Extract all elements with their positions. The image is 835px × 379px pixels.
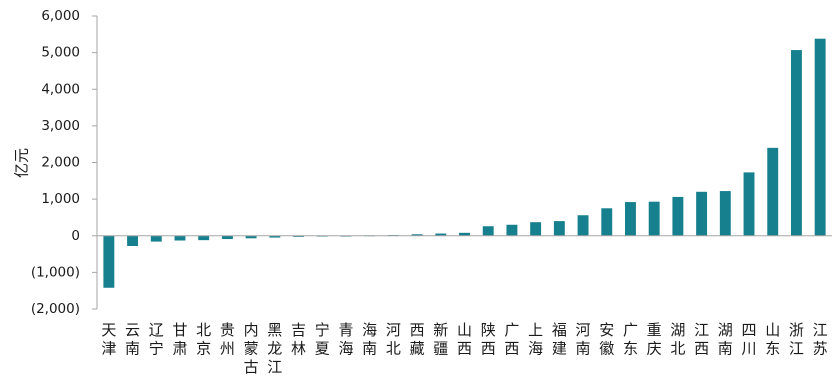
y-tick-label: 5,000 [41, 45, 80, 61]
y-tick-label: 3,000 [41, 118, 80, 134]
bar-江苏 [814, 38, 826, 236]
x-axis: 天津云南辽宁甘肃北京贵州内蒙古黑龙江吉林宁夏青海海南河北西藏新疆山西陕西广西上海… [97, 235, 832, 376]
bar-贵州 [221, 235, 233, 240]
x-tick-label: 重庆 [647, 321, 662, 358]
bar-云南 [127, 235, 139, 246]
x-tick-label: 河北 [386, 321, 401, 358]
bar-辽宁 [150, 235, 162, 242]
x-tick-label: 山东 [765, 321, 780, 358]
x-tick-label: 辽宁 [149, 321, 164, 358]
x-tick-label: 黑龙江 [267, 321, 282, 376]
bar-黑龙江 [269, 235, 281, 238]
x-tick-label: 湖北 [670, 321, 685, 358]
x-tick-label: 贵州 [220, 321, 235, 358]
bar-重庆 [648, 201, 660, 236]
bar-安徽 [601, 208, 613, 236]
x-tick-label: 福建 [552, 321, 567, 358]
bar-湖南 [719, 191, 731, 236]
x-tick-label: 四川 [742, 321, 757, 358]
bar-四川 [743, 172, 755, 236]
x-tick-label: 西藏 [410, 321, 425, 358]
x-tick-label: 青海 [338, 321, 353, 358]
x-tick-label: 上海 [528, 321, 543, 358]
bar-新疆 [435, 233, 447, 236]
bar-浙江 [790, 50, 802, 236]
y-axis: 6,000 5,000 4,000 3,000 2,000 1,000 0 (1,000) (2… [31, 8, 98, 317]
bar-吉林 [293, 235, 304, 237]
bar-山西 [459, 232, 470, 236]
x-tick-label: 甘肃 [172, 321, 187, 358]
x-tick-label: 内蒙古 [244, 321, 259, 376]
bar-江西 [696, 191, 708, 236]
bar-北京 [198, 235, 210, 241]
x-tick-label: 陕西 [481, 321, 496, 358]
y-tick-label: 6,000 [41, 8, 80, 24]
x-tick-label: 广东 [623, 321, 638, 358]
bar-河南 [577, 215, 589, 236]
x-tick-label: 广西 [504, 321, 519, 358]
x-tick-label: 湖南 [718, 321, 733, 358]
x-tick-label: 江苏 [813, 321, 828, 358]
bar-广东 [625, 202, 636, 236]
bar-山东 [767, 147, 779, 236]
bar-天津 [103, 235, 115, 288]
x-tick-label: 海南 [362, 321, 377, 358]
y-tick-label: 4,000 [41, 81, 80, 97]
x-tick-label: 北京 [196, 321, 211, 358]
bar-福建 [553, 221, 565, 236]
x-tick-label: 河南 [576, 321, 591, 358]
bar-上海 [530, 222, 542, 236]
y-axis-label: 亿元 [13, 148, 31, 178]
y-tick-label: 0 [71, 228, 80, 244]
x-tick-label: 新疆 [433, 321, 448, 358]
x-tick-label: 浙江 [789, 321, 804, 358]
bar-湖北 [672, 196, 684, 236]
bar-内蒙古 [245, 235, 257, 239]
x-tick-label: 山西 [457, 321, 472, 358]
y-tick-label: 1,000 [41, 191, 80, 207]
bars [103, 38, 826, 288]
x-tick-label: 天津 [101, 321, 116, 358]
bar-西藏 [411, 234, 423, 236]
x-tick-label: 安徽 [599, 321, 614, 358]
bar-广西 [506, 224, 518, 236]
y-tick-label: (1,000) [31, 264, 80, 280]
x-tick-label: 云南 [125, 321, 140, 358]
x-tick-label: 江西 [694, 321, 709, 358]
y-tick-label: (2,000) [31, 301, 80, 317]
x-tick-label: 宁夏 [315, 321, 330, 358]
x-tick-label: 吉林 [291, 321, 306, 358]
bar-陕西 [482, 226, 494, 236]
bar-甘肃 [174, 235, 186, 241]
y-tick-label: 2,000 [41, 155, 80, 171]
